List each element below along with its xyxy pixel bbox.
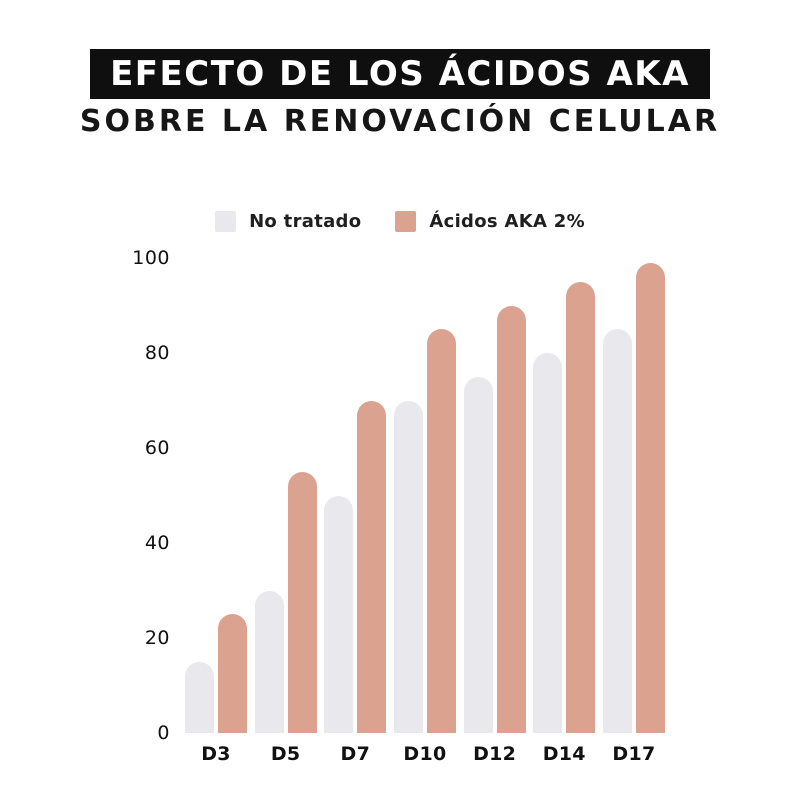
bar-D17-acidos-aka <box>635 262 665 733</box>
y-axis: 0 20 40 60 80 100 <box>100 0 170 800</box>
bar-D14-acidos-aka <box>566 281 596 733</box>
y-tick-100: 100 <box>132 247 170 269</box>
bar-pair-D7 <box>324 400 387 733</box>
bar-D7-acidos-aka <box>357 400 387 733</box>
legend-item-untreated: No tratado <box>215 211 361 232</box>
bar-D7-no-tratado <box>324 495 354 733</box>
x-label-D3: D3 <box>201 743 231 765</box>
bar-D5-no-tratado <box>254 590 284 733</box>
x-label-D14: D14 <box>542 743 586 765</box>
bar-group-D10: D10 <box>393 329 456 765</box>
bar-D17-no-tratado <box>602 329 632 733</box>
header: EFECTO DE LOS ÁCIDOS AKA SOBRE LA RENOVA… <box>0 49 800 139</box>
bar-group-D3: D3 <box>185 614 247 765</box>
x-label-D17: D17 <box>612 743 656 765</box>
bar-D12-acidos-aka <box>496 305 526 733</box>
bar-group-D17: D17 <box>602 262 665 765</box>
page-title: EFECTO DE LOS ÁCIDOS AKA <box>90 49 710 99</box>
bar-pair-D12 <box>463 305 526 733</box>
y-tick-0: 0 <box>157 722 170 744</box>
chart-legend: No tratado Ácidos AKA 2% <box>0 211 800 232</box>
bar-D5-acidos-aka <box>287 471 317 733</box>
x-label-D5: D5 <box>270 743 301 765</box>
bar-pair-D10 <box>393 329 456 733</box>
page-subtitle: SOBRE LA RENOVACIÓN CELULAR <box>79 104 721 139</box>
untreated-swatch-icon <box>215 211 237 232</box>
x-label-D7: D7 <box>340 743 371 765</box>
bar-D3-no-tratado <box>185 661 214 733</box>
bar-D10-no-tratado <box>393 400 423 733</box>
y-tick-80: 80 <box>144 342 170 364</box>
y-tick-20: 20 <box>144 627 170 649</box>
y-tick-60: 60 <box>144 437 170 459</box>
bar-group-D7: D7 <box>324 400 387 765</box>
treated-swatch-icon <box>395 211 417 232</box>
bar-group-D5: D5 <box>254 471 317 765</box>
bar-D10-acidos-aka <box>426 329 456 733</box>
x-label-D12: D12 <box>473 743 517 765</box>
bar-pair-D3 <box>185 614 247 733</box>
bar-D14-no-tratado <box>533 353 563 733</box>
bar-pair-D17 <box>602 262 665 733</box>
bar-group-D14: D14 <box>533 281 596 765</box>
bar-D12-no-tratado <box>463 376 493 733</box>
y-tick-40: 40 <box>144 532 170 554</box>
bar-pair-D5 <box>254 471 317 733</box>
bar-chart-plot: D3 D5 D7 D10 D12 D14 D17 <box>185 258 665 765</box>
bar-D3-acidos-aka <box>218 614 247 733</box>
legend-label-treated: Ácidos AKA 2% <box>429 211 585 232</box>
bar-group-D12: D12 <box>463 305 526 765</box>
legend-label-untreated: No tratado <box>249 211 362 232</box>
x-label-D10: D10 <box>403 743 447 765</box>
bar-pair-D14 <box>533 281 596 733</box>
legend-item-treated: Ácidos AKA 2% <box>395 211 585 232</box>
